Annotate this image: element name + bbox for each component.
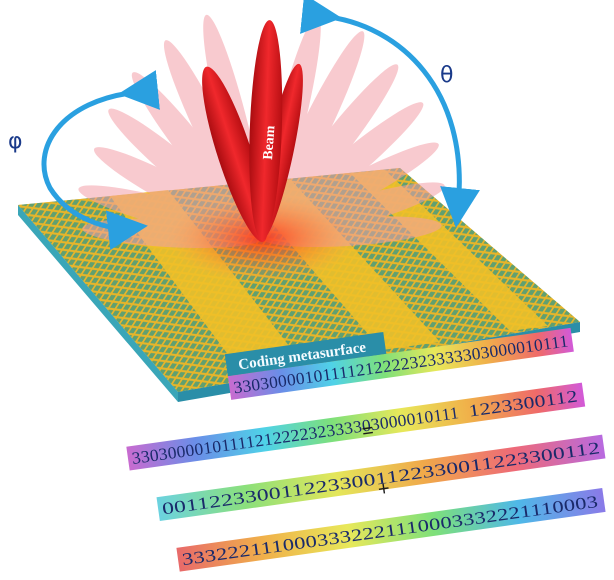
metasurface-side-left: [18, 205, 178, 402]
metasurface-banner: [224, 332, 387, 377]
theta-arrow: [300, 0, 480, 228]
sequence-b-bar: [156, 434, 606, 522]
equals-sign: =: [360, 419, 375, 442]
main-beams: Beam: [202, 20, 303, 242]
sequence-a-text: 3303000010111121222232333303000010111: [131, 403, 460, 468]
theta-label: θ: [440, 63, 453, 88]
phi-label: φ: [8, 129, 23, 154]
sequence-c-bar: [176, 488, 606, 572]
sequence-a-bar: [126, 382, 586, 471]
beam-label: Beam: [261, 125, 278, 161]
plus-sign: +: [376, 477, 391, 500]
result-sequence-bar: [227, 327, 574, 400]
beam-lobe-main: [249, 20, 283, 241]
phi-arrow: [41, 70, 160, 251]
